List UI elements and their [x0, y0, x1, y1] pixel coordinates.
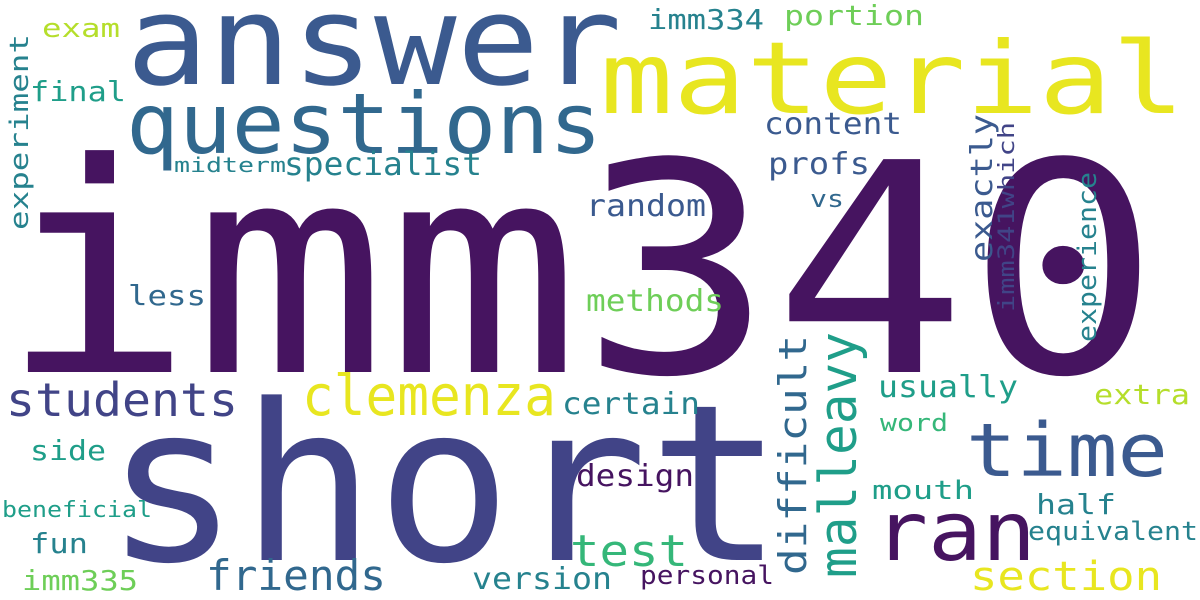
- word-certain: certain: [562, 387, 700, 422]
- word-time: time: [966, 408, 1168, 494]
- word-specialist: specialist: [284, 145, 482, 183]
- word-experience: experience: [1073, 172, 1103, 342]
- word-less: less: [128, 279, 206, 312]
- word-beneficial: beneficial: [2, 498, 152, 523]
- word-ran: ran: [874, 485, 1036, 580]
- word-test: test: [570, 526, 688, 577]
- word-imm335: imm335: [22, 564, 138, 597]
- word-imm340: imm340: [0, 101, 1160, 441]
- word-random: random: [586, 189, 706, 224]
- word-half: half: [1036, 488, 1116, 521]
- word-design: design: [576, 459, 694, 494]
- word-methods: methods: [586, 284, 724, 319]
- word-material: material: [600, 20, 1185, 137]
- word-usually: usually: [878, 370, 1018, 405]
- word-mouth: mouth: [872, 476, 974, 506]
- word-experiment: experiment: [5, 34, 35, 230]
- word-midterm: midterm: [174, 153, 286, 177]
- word-word: word: [880, 409, 948, 437]
- word-fun: fun: [30, 527, 88, 560]
- word-final: final: [30, 75, 126, 108]
- word-exam: exam: [42, 14, 120, 44]
- word-content: content: [764, 107, 902, 142]
- word-personal: personal: [640, 561, 774, 591]
- word-section: section: [970, 554, 1162, 600]
- word-vs: vs: [810, 185, 844, 213]
- word-extra: extra: [1094, 378, 1190, 411]
- word-students: students: [6, 373, 238, 427]
- word-version: version: [472, 562, 612, 597]
- word-profs: profs: [768, 147, 870, 182]
- word-clemenza: clemenza: [302, 364, 556, 429]
- word-friends: friends: [206, 551, 386, 600]
- word-imm334: imm334: [648, 3, 764, 36]
- word-imm341which: imm341which: [995, 122, 1020, 312]
- word-side: side: [30, 434, 106, 467]
- word-exactly: exactly: [965, 114, 1000, 262]
- word-portion: portion: [784, 0, 924, 32]
- word-questions: questions: [126, 75, 602, 173]
- word-difficult: difficult: [771, 335, 815, 575]
- word-equivalent: equivalent: [1028, 517, 1198, 547]
- word-answer: answer: [126, 0, 622, 114]
- word-short: short: [104, 359, 784, 600]
- word-malleavy: malleavy: [809, 332, 869, 578]
